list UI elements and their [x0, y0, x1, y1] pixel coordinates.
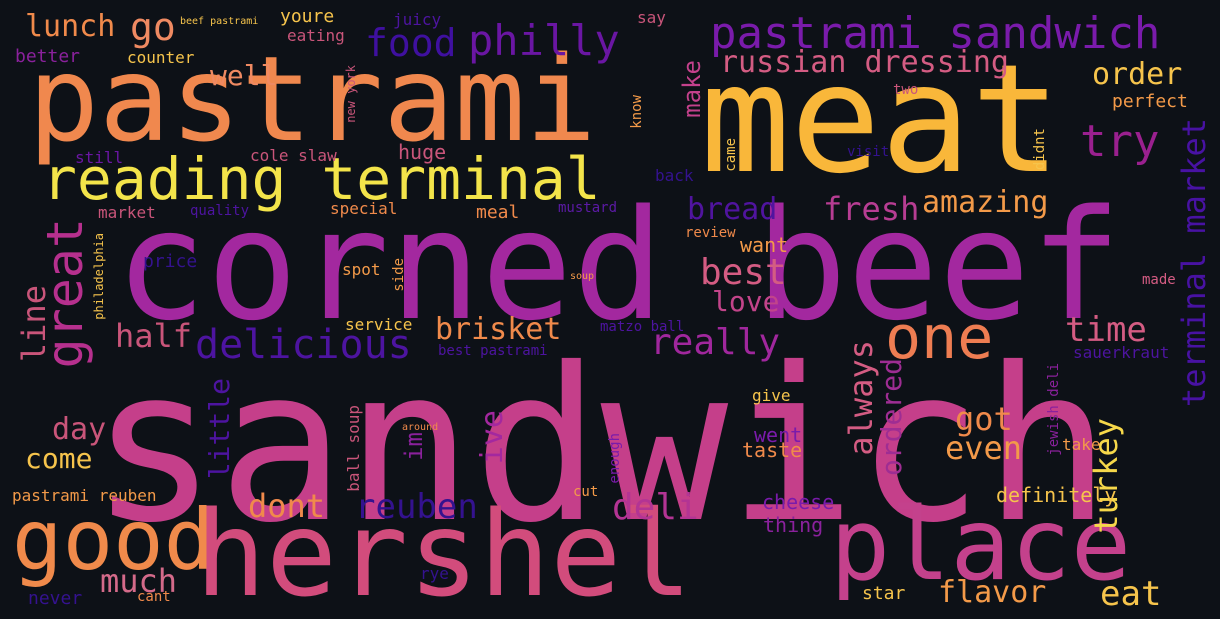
cloud-word-youre: youre — [280, 6, 335, 27]
cloud-word-philadelphia: philadelphia — [92, 233, 106, 320]
cloud-word-taste: taste — [742, 438, 803, 462]
cloud-word-price: price — [143, 251, 198, 272]
cloud-word-always: always — [842, 340, 880, 456]
cloud-word-pastrami-reuben: pastrami reuben — [12, 486, 157, 505]
cloud-word-brisket: brisket — [435, 312, 562, 347]
cloud-word-meal: meal — [476, 202, 520, 223]
cloud-word-give: give — [752, 386, 791, 405]
cloud-word-terminal-market: terminal market — [1175, 118, 1213, 407]
cloud-word-flavor: flavor — [938, 575, 1047, 610]
cloud-word-ball-soup: ball soup — [344, 405, 363, 492]
cloud-word-huge: huge — [398, 140, 447, 164]
cloud-word-made: made — [1142, 272, 1176, 288]
cloud-word-pastrami: pastrami — [28, 30, 597, 168]
cloud-word-cheese: cheese — [762, 490, 835, 514]
cloud-word-love: love — [712, 285, 780, 318]
cloud-word-want: want — [740, 233, 789, 257]
cloud-word-thing: thing — [763, 513, 824, 537]
cloud-word-visit: visit — [847, 144, 890, 160]
cloud-word-hershel: hershel — [195, 485, 693, 619]
cloud-word-food: food — [365, 21, 457, 65]
cloud-word-lunch: lunch — [25, 9, 116, 44]
cloud-word-best: best — [700, 252, 787, 293]
cloud-word-say: say — [637, 8, 666, 27]
cloud-word-try: try — [1080, 116, 1160, 167]
cloud-word-eat: eat — [1100, 574, 1162, 614]
cloud-word-corned-beef: corned beef — [115, 177, 1122, 354]
cloud-word-meat: meat — [700, 33, 1062, 207]
cloud-word-jewish-deli: jewish deli — [1046, 363, 1062, 456]
cloud-word-market: market — [98, 203, 156, 222]
cloud-word-cant: cant — [137, 589, 171, 605]
cloud-word-reuben: reuben — [355, 487, 478, 527]
cloud-word-didnt: didnt — [1032, 128, 1048, 171]
cloud-word-mustard: mustard — [558, 200, 618, 216]
cloud-word-little: little — [203, 378, 236, 480]
cloud-word-rye: rye — [420, 564, 449, 583]
cloud-word-got: got — [955, 400, 1013, 438]
cloud-word-philly: philly — [468, 16, 620, 65]
cloud-word-special: special — [330, 199, 398, 218]
cloud-word-spot: spot — [342, 260, 381, 279]
cloud-word-juicy: juicy — [393, 10, 442, 29]
cloud-word-soup: soup — [570, 271, 595, 282]
cloud-word-enough: enough — [607, 433, 623, 484]
cloud-word-good: good — [12, 491, 215, 589]
cloud-word-still: still — [75, 148, 124, 167]
cloud-word-back: back — [655, 166, 694, 185]
cloud-word-time: time — [1065, 310, 1147, 350]
cloud-word-two: two — [893, 82, 919, 98]
cloud-word-much: much — [100, 562, 178, 600]
cloud-word-line: line — [15, 285, 53, 363]
cloud-word-definitely: definitely — [996, 483, 1117, 507]
cloud-word-reading-terminal: reading terminal — [42, 145, 601, 213]
cloud-word-know: know — [629, 95, 645, 129]
cloud-word-deli: deli — [612, 487, 699, 528]
cloud-word-ordered: ordered — [875, 358, 908, 477]
cloud-word-take: take — [1062, 435, 1101, 454]
cloud-word-even: even — [945, 429, 1023, 467]
cloud-word-better: better — [15, 46, 81, 67]
cloud-word-place: place — [830, 486, 1132, 603]
cloud-word-side: side — [391, 258, 407, 292]
cloud-word-dont: dont — [248, 487, 326, 525]
cloud-word-make: make — [678, 60, 706, 118]
cloud-word-new-york: new york — [344, 65, 358, 123]
cloud-word-well: well — [210, 59, 278, 92]
cloud-word-one: one — [885, 303, 994, 373]
cloud-word-really: really — [650, 322, 781, 363]
cloud-word-ive: ive — [475, 410, 510, 465]
cloud-word-half: half — [115, 317, 193, 355]
cloud-word-delicious: delicious — [195, 322, 412, 368]
cloud-word-matzo-ball: matzo ball — [600, 319, 685, 335]
cloud-word-pastrami-sandwich: pastrami sandwich — [710, 8, 1161, 59]
cloud-word-amazing: amazing — [922, 185, 1049, 220]
cloud-word-go: go — [130, 5, 176, 49]
cloud-word-sandwich: sandwich — [90, 322, 1112, 569]
cloud-word-counter: counter — [127, 48, 195, 67]
cloud-word-cut: cut — [573, 484, 599, 500]
cloud-word-bread: bread — [687, 192, 778, 227]
cloud-word-day: day — [52, 412, 107, 447]
cloud-word-came: came — [723, 138, 739, 172]
cloud-word-perfect: perfect — [1112, 91, 1188, 112]
cloud-word-around: around — [402, 422, 439, 433]
cloud-word-beef-pastrami: beef pastrami — [180, 16, 259, 27]
cloud-word-eating: eating — [287, 26, 345, 45]
cloud-word-best-pastrami: best pastrami — [438, 343, 548, 359]
cloud-word-fresh: fresh — [823, 190, 920, 228]
cloud-word-order: order — [1092, 57, 1183, 92]
cloud-word-sauerkraut: sauerkraut — [1073, 343, 1170, 362]
cloud-word-service: service — [345, 315, 413, 334]
cloud-word-come: come — [25, 442, 93, 475]
cloud-word-russian-dressing: russian dressing — [720, 45, 1009, 80]
cloud-word-cole-slaw: cole slaw — [250, 146, 337, 165]
cloud-word-quality: quality — [190, 203, 250, 219]
cloud-word-never: never — [28, 588, 83, 609]
cloud-word-review: review — [685, 225, 736, 241]
cloud-word-went: went — [754, 423, 803, 447]
cloud-word-star: star — [862, 583, 906, 604]
cloud-word-im: im — [400, 432, 428, 461]
